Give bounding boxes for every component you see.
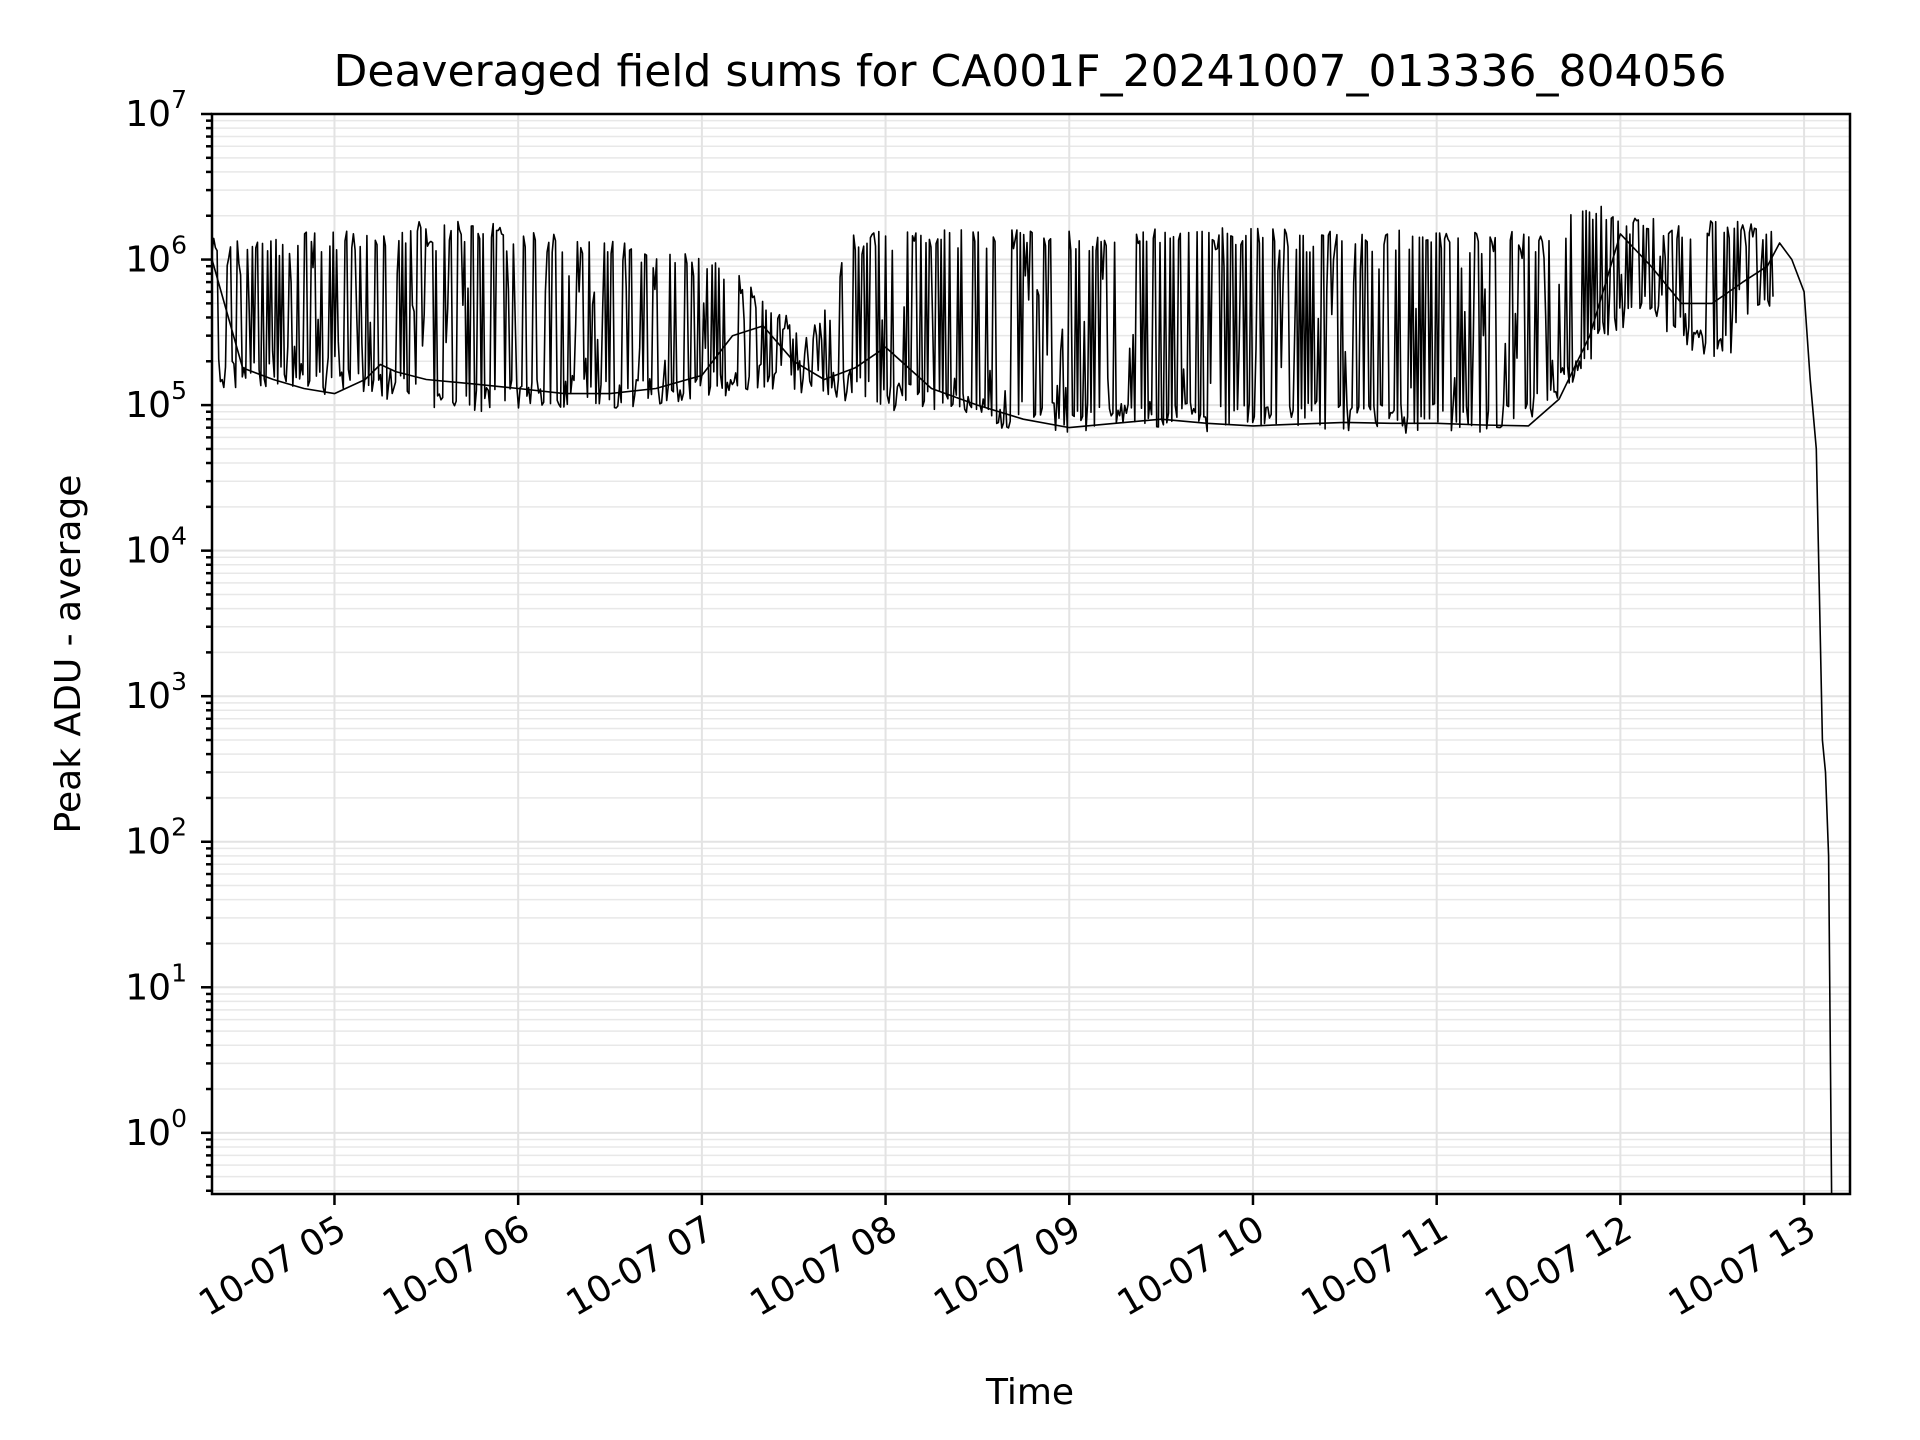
series-envelope-line	[211, 205, 1774, 434]
y-tick-label: 100	[125, 1104, 187, 1154]
y-axis: 100 101 102 103 104 105 106 107	[125, 85, 212, 1193]
y-tick-label: 106	[125, 231, 187, 281]
series-group	[211, 233, 1833, 1195]
series-line	[211, 233, 1833, 1195]
chart-title: Deaveraged field sums for CA001F_2024100…	[334, 46, 1727, 97]
y-tick-label: 105	[125, 376, 187, 426]
y-tick-label: 104	[125, 522, 187, 572]
grid	[212, 113, 1850, 1194]
y-tick-label: 101	[125, 958, 187, 1008]
y-tick-label: 107	[125, 85, 187, 135]
y-axis-label: Peak ADU - average	[48, 475, 89, 834]
y-tick-label: 103	[125, 667, 187, 717]
series-envelope	[211, 205, 1774, 434]
y-tick-label: 102	[125, 813, 187, 863]
x-axis-label: Time	[985, 1372, 1074, 1413]
plot-frame	[210, 112, 1852, 1196]
